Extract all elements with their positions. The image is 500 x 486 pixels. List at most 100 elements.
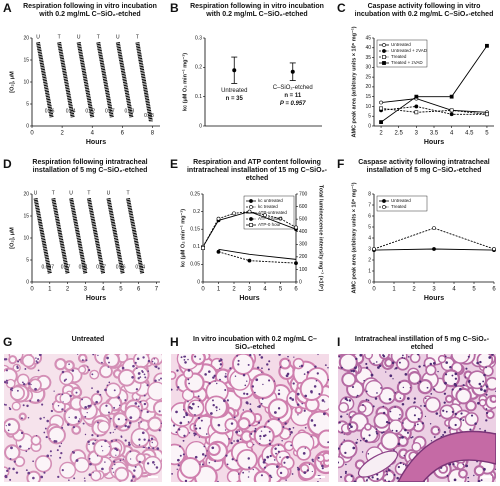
nucleus [246, 392, 249, 396]
nucleus [284, 422, 287, 425]
nucleus [356, 394, 359, 397]
nucleus [462, 463, 464, 466]
nucleus [65, 378, 67, 381]
alveolus [4, 444, 21, 461]
nucleus [401, 402, 405, 406]
nucleus [268, 442, 272, 446]
nucleus [198, 427, 202, 430]
nucleus [367, 399, 370, 402]
nucleus [4, 403, 6, 406]
nucleus [376, 477, 379, 481]
alveolus [338, 456, 345, 469]
nucleus [292, 382, 295, 385]
alveolus [417, 378, 433, 395]
nucleus [327, 441, 329, 444]
nucleus [261, 367, 263, 370]
alveolus [338, 402, 349, 413]
marker [432, 226, 436, 231]
nucleus [233, 416, 236, 419]
nucleus [61, 370, 65, 374]
alveolus [224, 417, 239, 432]
nucleus [266, 455, 270, 459]
nucleus [296, 403, 300, 406]
nucleus [192, 402, 195, 406]
rate-label: 0.17 [105, 109, 115, 115]
nucleus [365, 398, 368, 401]
nucleus [30, 383, 32, 386]
nucleus [420, 412, 422, 414]
nucleus [91, 373, 94, 376]
alveolus [409, 354, 421, 364]
nucleus [248, 466, 251, 469]
nucleus [277, 450, 280, 453]
nucleus [218, 408, 221, 410]
y-tick-label: 0.2 [195, 65, 202, 71]
nucleus [297, 468, 301, 471]
nucleus [60, 451, 63, 455]
chart-title: Respiration following in vitro incubatio… [190, 3, 324, 18]
nucleus [82, 422, 85, 425]
category-label: C–SiO₂-etched [273, 85, 313, 91]
x-tick-label: 7 [155, 287, 159, 293]
nucleus [323, 412, 326, 415]
nucleus [208, 461, 211, 464]
nucleus [143, 446, 146, 449]
nucleus [131, 375, 134, 379]
nucleus [137, 377, 140, 380]
nucleus [306, 469, 309, 472]
nucleus [365, 390, 368, 393]
nucleus [100, 445, 103, 448]
nucleus [344, 451, 347, 455]
nucleus [391, 429, 394, 432]
alveolus [18, 412, 27, 421]
nucleus [413, 397, 417, 400]
p-label: P = 0.957 [280, 101, 306, 107]
nucleus [128, 443, 131, 447]
nucleus [177, 458, 180, 462]
nucleus [451, 388, 454, 391]
nucleus [397, 442, 401, 446]
nucleus [20, 417, 23, 420]
legend-label: Treated + zVAD [391, 60, 423, 65]
nucleus [177, 386, 180, 389]
nucleus [321, 464, 324, 468]
nucleus [236, 439, 240, 443]
nucleus [304, 447, 306, 449]
y-tick-label: 15 [23, 213, 29, 219]
nucleus [13, 460, 16, 463]
alveolus [444, 394, 454, 404]
y-tick-label: 0.2 [193, 209, 200, 215]
nucleus [66, 423, 70, 426]
alveolus [176, 425, 190, 439]
nucleus [243, 392, 246, 395]
nucleus [277, 407, 281, 410]
nucleus [421, 422, 424, 425]
nucleus [268, 360, 271, 363]
nucleus [88, 473, 92, 477]
nucleus [417, 423, 419, 426]
nucleus [318, 393, 321, 396]
nucleus [133, 469, 136, 472]
trace [57, 42, 75, 118]
marker [232, 211, 236, 216]
y-tick-label: 0 [368, 279, 371, 285]
nucleus [402, 422, 404, 424]
nucleus [398, 417, 400, 420]
nucleus [212, 376, 215, 379]
nucleus [311, 458, 314, 461]
nucleus [4, 475, 8, 479]
nucleus [340, 366, 343, 369]
chart-title: Respiration following in vitro incubatio… [23, 3, 157, 18]
nucleus [485, 366, 487, 369]
alveolus [236, 448, 258, 471]
alveolus [148, 438, 159, 449]
rate-label: 0.17 [61, 265, 71, 271]
nucleus [141, 371, 144, 374]
nucleus [242, 471, 245, 474]
alveolus [341, 372, 357, 388]
trace [96, 42, 114, 118]
nucleus [454, 412, 458, 416]
nucleus [359, 354, 363, 357]
x-tick-label: 8 [151, 131, 155, 137]
nucleus [95, 400, 98, 404]
